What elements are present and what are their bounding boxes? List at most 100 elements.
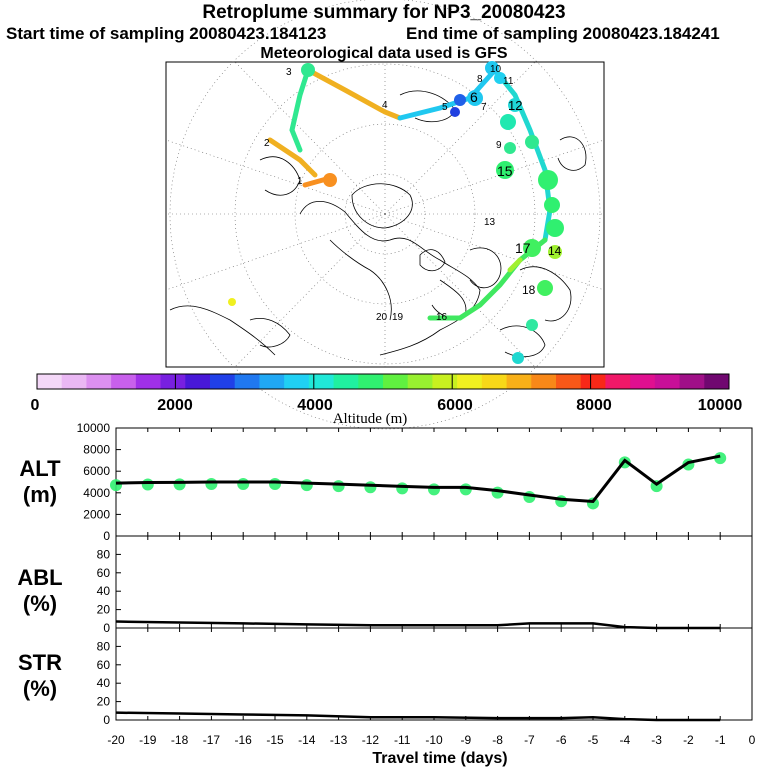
y-tick-label: 0 <box>103 529 110 543</box>
alt-point <box>555 495 568 508</box>
colorbar-swatch <box>531 374 557 389</box>
series-line <box>115 711 721 722</box>
x-tick-label: -17 <box>203 733 221 747</box>
colorbar-tick: 10000 <box>698 397 743 414</box>
alt-point <box>459 483 472 496</box>
x-tick-label: -9 <box>460 733 471 747</box>
map-label: 19 <box>392 312 404 323</box>
y-tick-label: 10000 <box>77 421 111 435</box>
colorbar-swatch <box>185 374 211 389</box>
map-label: 3 <box>286 67 292 78</box>
map-label: 12 <box>508 98 522 113</box>
trajectory-markers <box>228 61 564 364</box>
colorbar-swatch <box>432 374 458 389</box>
y-tick-label: 40 <box>97 676 111 690</box>
colorbar-tick: 4000 <box>297 397 333 414</box>
colorbar-tick: 0 <box>31 397 40 414</box>
colorbar-swatch <box>481 374 508 389</box>
map-label: 15 <box>497 163 513 179</box>
x-tick-label: -4 <box>619 733 630 747</box>
colorbar-swatch <box>308 374 335 389</box>
x-tick-label: -13 <box>330 733 348 747</box>
colorbar-label: Altitude (m) <box>333 411 408 427</box>
map-label: 5 <box>442 102 448 113</box>
map-label: 13 <box>484 217 496 228</box>
y-tick-label: 60 <box>97 566 111 580</box>
colorbar-swatch <box>630 374 656 389</box>
y-tick-label: 80 <box>97 639 111 653</box>
meteo-data: Meteorological data used is GFS <box>260 45 508 62</box>
map-label: 1 <box>297 176 303 187</box>
y-tick-label: 40 <box>97 584 111 598</box>
x-tick-label: -15 <box>266 733 284 747</box>
series-line <box>115 620 721 630</box>
alt-point <box>332 480 345 493</box>
alt-point <box>714 452 727 465</box>
colorbar-swatch <box>259 374 285 389</box>
alt-point <box>173 478 186 491</box>
colorbar-ticks: 0 2000 4000 6000 8000 10000 <box>31 397 743 414</box>
colorbar-swatch <box>234 374 260 389</box>
colorbar-swatch <box>383 374 409 389</box>
alt-point <box>428 483 440 496</box>
y-tick-label: 0 <box>103 621 110 635</box>
alt-point <box>396 482 409 495</box>
x-tick-label: -10 <box>425 733 443 747</box>
alt-point <box>300 479 313 492</box>
x-axis-label: Travel time (days) <box>372 750 508 767</box>
colorbar-swatch <box>135 374 162 389</box>
map-label: 8 <box>477 74 483 85</box>
x-tick-label: -11 <box>394 733 411 747</box>
x-tick-label: -1 <box>715 733 726 747</box>
alt-point <box>205 478 218 490</box>
map-label: 4 <box>382 100 388 111</box>
abl-panel-label: ABL (%) <box>17 565 63 616</box>
y-tick-label: 4000 <box>83 486 110 500</box>
colorbar-swatch <box>556 374 582 389</box>
map-label: 11 <box>503 76 514 87</box>
y-tick-label: 2000 <box>83 507 110 521</box>
colorbar-tick: 2000 <box>157 397 193 414</box>
x-tick-label: -6 <box>556 733 567 747</box>
colorbar-swatch <box>506 374 532 389</box>
colorbar-frame <box>36 373 730 390</box>
x-tick-label: -14 <box>298 733 316 747</box>
alt-panel-label: ALT (m) <box>19 456 61 507</box>
start-time: Start time of sampling 20080423.184123 <box>6 24 327 43</box>
colorbar-swatch <box>160 374 186 389</box>
map-label: 14 <box>548 244 562 258</box>
map-label: 20 <box>376 312 388 323</box>
x-tick-label: 0 <box>749 733 756 747</box>
colorbar-swatch <box>111 374 137 389</box>
map-label: 9 <box>496 140 502 151</box>
colorbar-swatch <box>333 374 359 389</box>
x-tick-label: -2 <box>683 733 694 747</box>
x-tick-label: -18 <box>171 733 189 747</box>
colorbar-swatch <box>457 374 483 389</box>
colorbar-swatch <box>284 374 310 389</box>
y-tick-label: 8000 <box>83 443 110 457</box>
colorbar-swatch <box>605 374 631 389</box>
map-label: 6 <box>470 89 478 105</box>
y-tick-label: 0 <box>103 713 110 727</box>
map-label: 7 <box>481 102 487 113</box>
chart-title: Retroplume summary for NP3_20080423 <box>202 2 566 23</box>
colorbar <box>36 373 730 390</box>
x-tick-label: -7 <box>524 733 535 747</box>
colorbar-tick: 8000 <box>576 397 612 414</box>
map-label: 2 <box>264 138 270 149</box>
panel-frame <box>115 627 753 721</box>
end-time: End time of sampling 20080423.184241 <box>406 24 720 43</box>
colorbar-swatch <box>86 374 112 389</box>
x-tick-label: -19 <box>139 733 157 747</box>
map-label: 16 <box>436 312 448 323</box>
x-tick-label: -5 <box>588 733 599 747</box>
x-tick-label: -16 <box>235 733 253 747</box>
alt-point <box>110 479 122 492</box>
map-label: 10 <box>490 64 502 75</box>
colorbar-swatch <box>358 374 384 389</box>
map-label: 17 <box>515 240 531 256</box>
map-day-labels: 10 8 11 12 6 5 7 3 2 1 4 9 13 14 15 16 1… <box>264 64 562 323</box>
colorbar-swatch <box>704 374 730 389</box>
